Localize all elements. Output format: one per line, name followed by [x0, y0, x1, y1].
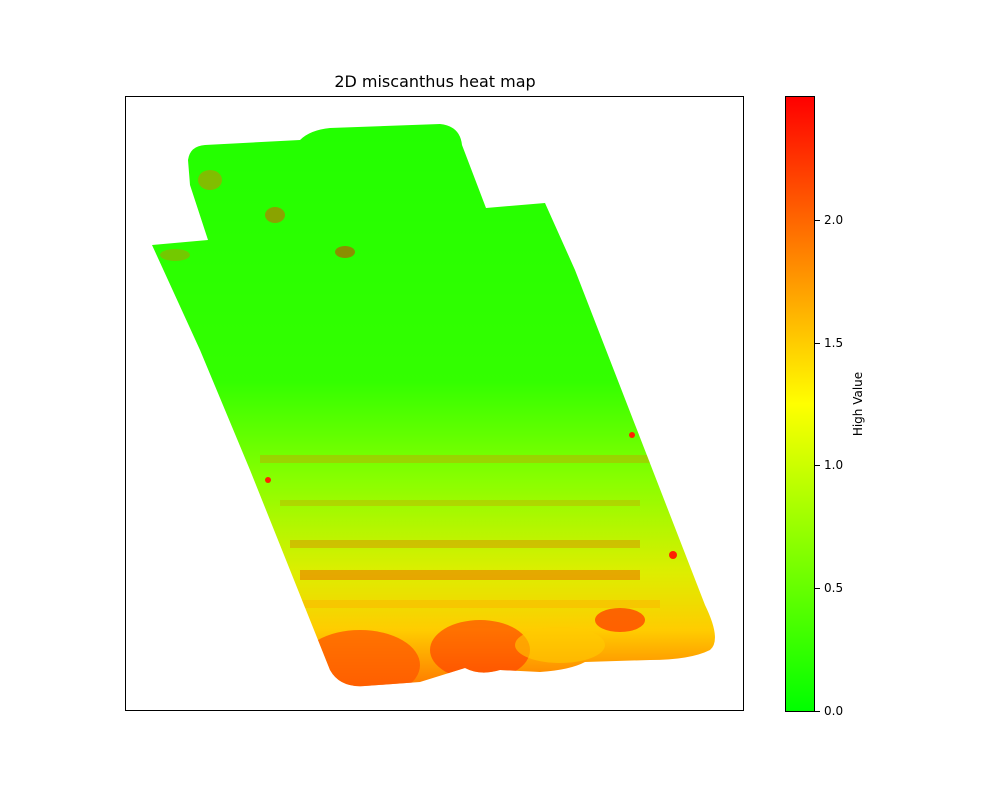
colorbar-tick — [815, 219, 820, 221]
colorbar-tick — [815, 588, 820, 590]
colorbar-tick — [815, 342, 820, 344]
colorbar-label: High Value — [851, 371, 865, 437]
colorbar-gradient — [786, 97, 814, 711]
axes-frame — [125, 96, 744, 711]
colorbar-tick — [815, 711, 820, 712]
colorbar-tick-label: 1.0 — [824, 458, 844, 473]
colorbar-tick-label: 2.0 — [824, 212, 844, 227]
colorbar-tick-label: 1.5 — [824, 335, 844, 350]
colorbar-tick-label: 0.5 — [824, 581, 844, 596]
chart-title: 2D miscanthus heat map — [334, 72, 536, 91]
colorbar-tick — [815, 465, 820, 467]
colorbar — [785, 96, 815, 712]
colorbar-tick-label: 0.0 — [824, 704, 844, 718]
